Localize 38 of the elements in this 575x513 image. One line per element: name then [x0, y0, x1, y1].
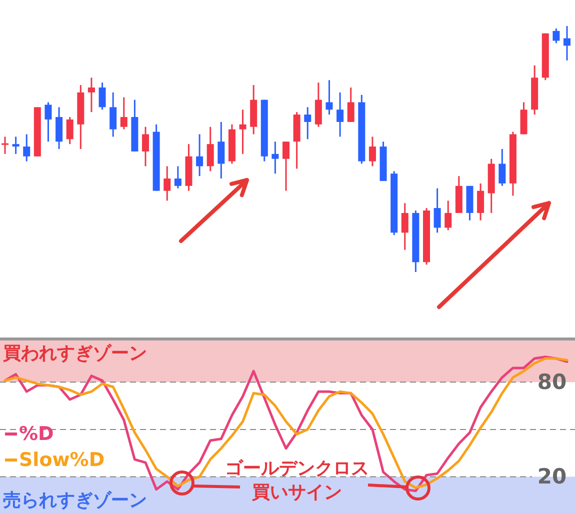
- candlestick: [401, 202, 408, 251]
- y-tick-label: 80: [537, 370, 567, 394]
- annotation: ゴールデンクロス: [225, 458, 369, 479]
- candlestick: [336, 92, 344, 138]
- candlestick: [23, 133, 30, 162]
- candlestick: [444, 200, 452, 231]
- candlestick: [347, 86, 354, 123]
- y-tick-label: 20: [537, 464, 567, 489]
- candlestick: [304, 106, 312, 140]
- candlestick: [239, 108, 246, 155]
- candlestick: [434, 188, 441, 234]
- candlestick: [142, 126, 149, 167]
- candlestick: [218, 121, 225, 180]
- candlestick: [66, 116, 74, 145]
- candlestick: [120, 96, 128, 130]
- legend-label: %D: [19, 423, 54, 445]
- candlestick: [564, 25, 570, 62]
- candlestick: [196, 133, 204, 177]
- legend-label: Slow%D: [19, 449, 105, 471]
- candlestick: [477, 182, 484, 222]
- candlestick: [498, 148, 506, 187]
- band-label: 買われすぎゾーン: [2, 343, 147, 364]
- candlestick: [98, 82, 106, 110]
- candlestick: [326, 79, 333, 116]
- candlestick: [164, 165, 171, 202]
- candlestick: [282, 140, 290, 192]
- candlestick: [552, 28, 560, 44]
- candlestick: [110, 92, 117, 138]
- candlestick: [12, 136, 20, 155]
- candlestick: [2, 136, 8, 155]
- candlestick: [44, 102, 52, 142]
- candlestick: [206, 126, 214, 172]
- candlestick: [88, 76, 95, 113]
- candlestick: [368, 136, 376, 167]
- band-label: 売られすぎゾーン: [3, 490, 147, 511]
- candlestick: [174, 165, 182, 190]
- candlestick: [272, 140, 279, 174]
- annotation: 買いサイン: [251, 482, 342, 503]
